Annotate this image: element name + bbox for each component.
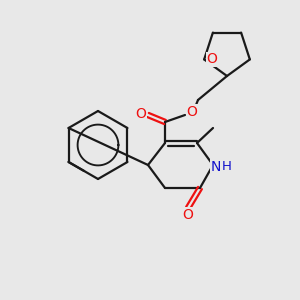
Text: H: H (222, 160, 232, 173)
Text: O: O (207, 52, 218, 66)
Text: O: O (187, 105, 197, 119)
Text: O: O (183, 208, 194, 222)
Text: O: O (136, 107, 146, 121)
Text: N: N (211, 160, 221, 174)
